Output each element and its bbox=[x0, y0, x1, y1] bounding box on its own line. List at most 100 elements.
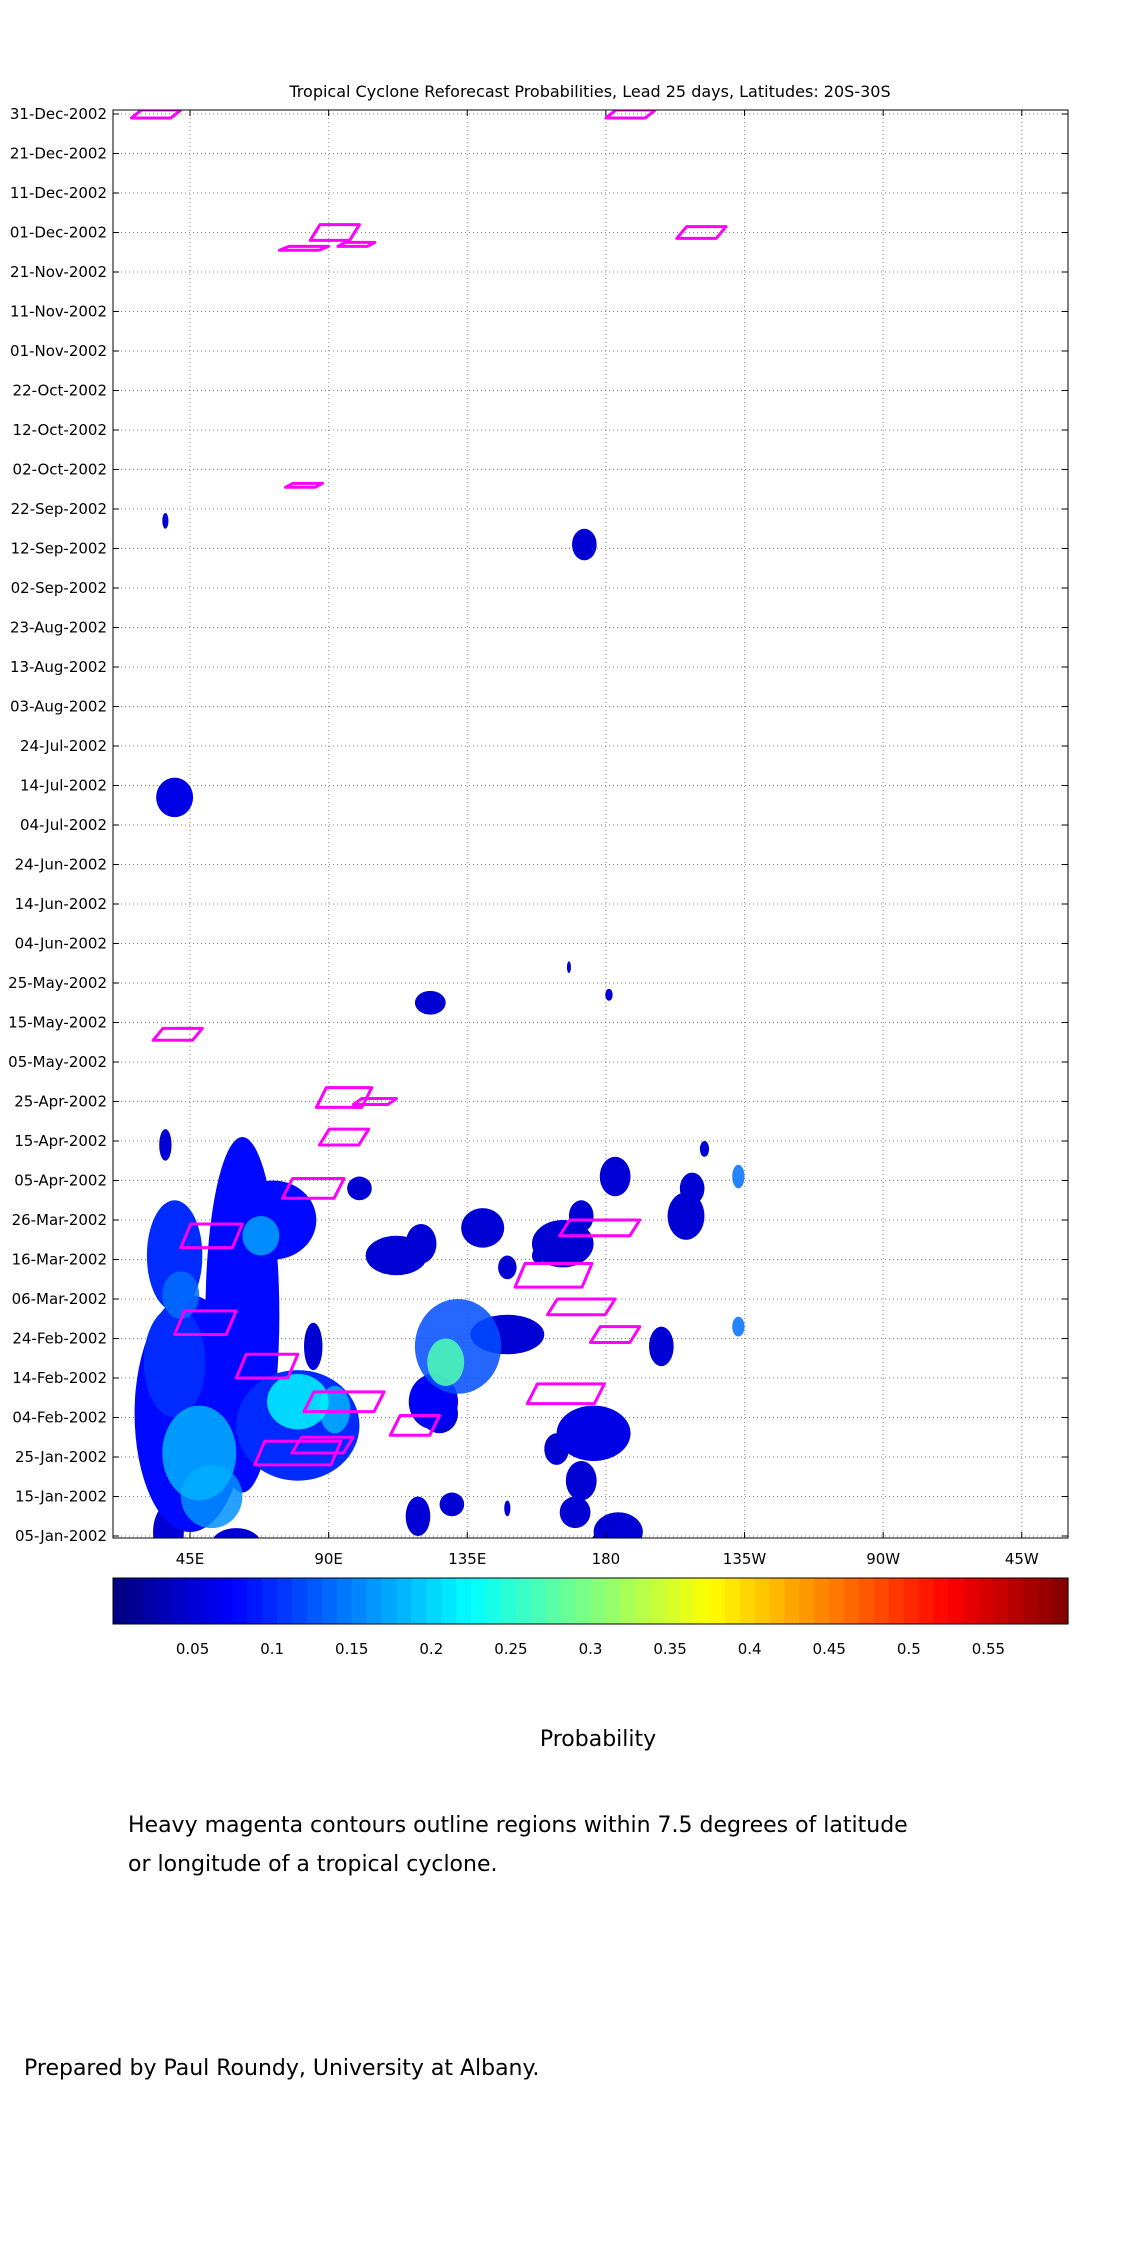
cyclone-contour bbox=[558, 1218, 642, 1238]
probability-patch bbox=[566, 961, 571, 974]
probability-patch bbox=[461, 1208, 505, 1248]
plot-frame bbox=[112, 109, 1069, 1539]
colorbar-tick-label: 0.15 bbox=[335, 1640, 368, 1658]
colorbar-swatch bbox=[739, 1578, 756, 1624]
colorbar-swatch bbox=[709, 1578, 726, 1624]
y-tick-label: 25-Jan-2002 bbox=[15, 1448, 107, 1466]
cyclone-contour bbox=[314, 1086, 374, 1109]
y-tick-label: 25-May-2002 bbox=[8, 974, 107, 992]
probability-patch bbox=[531, 1220, 594, 1268]
probability-patch bbox=[605, 988, 613, 1001]
colorbar-swatch bbox=[187, 1578, 204, 1624]
colorbar-swatch bbox=[605, 1578, 621, 1624]
y-tick-label: 25-Apr-2002 bbox=[14, 1093, 107, 1111]
probability-patch bbox=[143, 1306, 206, 1418]
colorbar-tick-label: 0.05 bbox=[176, 1640, 209, 1658]
cyclone-contour bbox=[284, 481, 324, 489]
probability-patch bbox=[439, 1492, 465, 1517]
cyclone-contour bbox=[675, 225, 728, 240]
colorbar-swatch bbox=[292, 1578, 308, 1624]
colorbar-tick-label: 0.1 bbox=[260, 1640, 284, 1658]
colorbar-swatch bbox=[844, 1578, 860, 1624]
probability-patch bbox=[162, 512, 169, 529]
colorbar-swatch bbox=[620, 1578, 636, 1624]
y-tick-label: 03-Aug-2002 bbox=[10, 698, 107, 716]
y-tick-label: 15-Apr-2002 bbox=[14, 1132, 107, 1150]
colorbar-swatch bbox=[978, 1578, 994, 1624]
y-axis: 31-Dec-2002 21-Dec-2002 11-Dec-2002 01-Dec-… bbox=[8, 105, 1068, 1545]
colorbar-swatch bbox=[769, 1578, 786, 1624]
colorbar-swatch bbox=[799, 1578, 815, 1624]
colorbar-swatch bbox=[545, 1578, 562, 1624]
probability-patch bbox=[572, 528, 597, 561]
colorbar-swatch bbox=[1053, 1578, 1069, 1624]
probability-patch bbox=[267, 1374, 329, 1430]
colorbar-swatch bbox=[635, 1578, 651, 1624]
cyclone-contour bbox=[336, 240, 377, 248]
x-tick-label: 135E bbox=[448, 1550, 486, 1568]
x-tick-label: 45W bbox=[1005, 1550, 1039, 1568]
y-tick-label: 22-Oct-2002 bbox=[13, 382, 107, 400]
colorbar-swatch bbox=[202, 1578, 219, 1624]
colorbar-swatch bbox=[247, 1578, 263, 1624]
colorbar-swatch bbox=[754, 1578, 771, 1624]
colorbar-tick-label: 0.55 bbox=[972, 1640, 1005, 1658]
probability-patch bbox=[599, 1156, 631, 1197]
colorbar: 0.05 0.1 0.15 0.2 0.25 0.3 0.35 0.4 0.45 0.5 0.55 bbox=[112, 1577, 1069, 1658]
cyclone-contour bbox=[290, 1435, 355, 1455]
colorbar-swatch bbox=[918, 1578, 935, 1624]
y-tick-label: 16-Mar-2002 bbox=[12, 1251, 107, 1269]
colorbar-tick-label: 0.5 bbox=[897, 1640, 921, 1658]
colorbar-swatch bbox=[903, 1578, 920, 1624]
probability-patch bbox=[699, 1141, 710, 1157]
probability-patch bbox=[531, 1247, 545, 1264]
colorbar-swatch bbox=[217, 1578, 233, 1624]
probability-patch bbox=[213, 1528, 260, 1538]
y-tick-label: 06-Mar-2002 bbox=[12, 1290, 107, 1308]
cyclone-contour bbox=[302, 1390, 386, 1414]
chart-title: Tropical Cyclone Reforecast Probabilitie… bbox=[288, 82, 890, 101]
y-tick-label: 15-Jan-2002 bbox=[15, 1488, 107, 1506]
probability-patch bbox=[159, 1129, 172, 1161]
y-tick-label: 02-Oct-2002 bbox=[13, 461, 107, 479]
colorbar-swatch bbox=[411, 1578, 427, 1624]
probability-patch bbox=[347, 1176, 372, 1201]
cyclone-contour bbox=[589, 1325, 642, 1344]
colorbar-swatch bbox=[993, 1578, 1009, 1624]
colorbar-frame bbox=[112, 1577, 1069, 1625]
colorbar-swatch bbox=[515, 1578, 532, 1624]
colorbar-swatch bbox=[963, 1578, 980, 1624]
colorbar-swatch bbox=[381, 1578, 398, 1624]
cyclone-contour bbox=[351, 1097, 398, 1106]
x-tick-label: 45E bbox=[176, 1550, 205, 1568]
probability-patch bbox=[559, 1496, 591, 1529]
x-tick-label: 90W bbox=[866, 1550, 900, 1568]
y-tick-label: 15-May-2002 bbox=[8, 1014, 107, 1032]
colorbar-swatch bbox=[351, 1578, 368, 1624]
colorbar-swatch bbox=[172, 1578, 189, 1624]
y-tick-label: 21-Dec-2002 bbox=[10, 145, 107, 163]
colorbar-tick-label: 0.3 bbox=[579, 1640, 603, 1658]
cyclone-contour bbox=[253, 1439, 343, 1467]
colorbar-label: Probability bbox=[539, 1727, 657, 1752]
y-tick-label: 31-Dec-2002 bbox=[10, 105, 107, 123]
colorbar-swatch bbox=[680, 1578, 696, 1624]
probability-patch bbox=[732, 1316, 745, 1337]
probability-patch bbox=[568, 1200, 594, 1232]
x-tick-label: 180 bbox=[592, 1550, 621, 1568]
colorbar-swatch bbox=[306, 1578, 323, 1624]
colorbar-swatch bbox=[530, 1578, 547, 1624]
credit-line: Prepared by Paul Roundy, University at A… bbox=[24, 2056, 540, 2081]
colorbar-tick-label: 0.45 bbox=[813, 1640, 846, 1658]
colorbar-swatch bbox=[665, 1578, 681, 1624]
probability-patch bbox=[732, 1164, 745, 1189]
colorbar-swatch bbox=[560, 1578, 577, 1624]
y-tick-label: 13-Aug-2002 bbox=[10, 658, 107, 676]
y-tick-label: 04-Jul-2002 bbox=[20, 816, 107, 834]
cyclone-contour bbox=[317, 1127, 371, 1147]
colorbar-swatch bbox=[829, 1578, 845, 1624]
probability-patch bbox=[304, 1322, 323, 1371]
colorbar-swatch bbox=[1008, 1578, 1024, 1624]
cyclone-contours bbox=[129, 110, 728, 1467]
